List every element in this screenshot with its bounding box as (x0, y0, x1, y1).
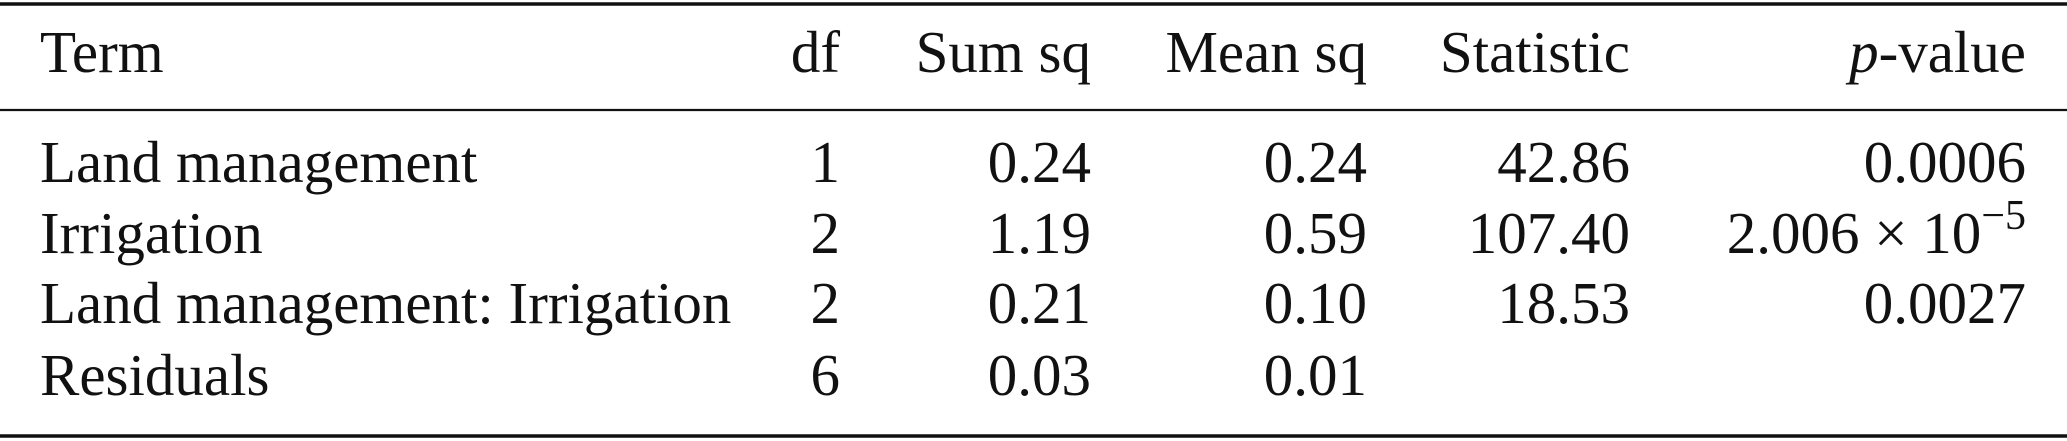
header-cell: df (791, 19, 841, 85)
header-cell-rest: -value (1879, 19, 2026, 85)
header-cell: p-value (1845, 19, 2026, 85)
table-cell: 1.19 (988, 200, 1091, 266)
table-cell: 18.53 (1497, 270, 1630, 336)
table-cell: 2 (811, 200, 841, 266)
table-cell: 107.40 (1468, 200, 1630, 266)
table-cell: Land management: Irrigation (40, 270, 731, 336)
table-cell: 0.03 (988, 342, 1091, 408)
table-cell: 0.24 (988, 129, 1091, 195)
table-cell: 1 (811, 129, 841, 195)
table-cell: 6 (811, 342, 841, 408)
table-cell: 42.86 (1497, 129, 1630, 195)
header-cell: Mean sq (1165, 19, 1367, 85)
header-cell: Term (40, 19, 164, 85)
header-cell: Statistic (1440, 19, 1630, 85)
table-cell: 0.0006 (1864, 129, 2026, 195)
table-cell: Land management (40, 129, 478, 195)
table-cell: 2.006 × 10−5 (1727, 193, 2026, 266)
table-cell-exponent: −5 (1981, 193, 2026, 239)
table-cell: 0.21 (988, 270, 1091, 336)
table-cell: Irrigation (40, 200, 263, 266)
table-cell: 2 (811, 270, 841, 336)
header-cell: Sum sq (916, 19, 1091, 85)
table-cell: 0.01 (1264, 342, 1367, 408)
table-cell-mantissa: 2.006 × 10 (1727, 200, 1982, 266)
table-cell: 0.0027 (1864, 270, 2026, 336)
table-cell: Residuals (40, 342, 269, 408)
table-cell: 0.10 (1264, 270, 1367, 336)
header-cell-italic: p (1845, 19, 1879, 85)
table-cell: 0.24 (1264, 129, 1367, 195)
table-cell: 0.59 (1264, 200, 1367, 266)
